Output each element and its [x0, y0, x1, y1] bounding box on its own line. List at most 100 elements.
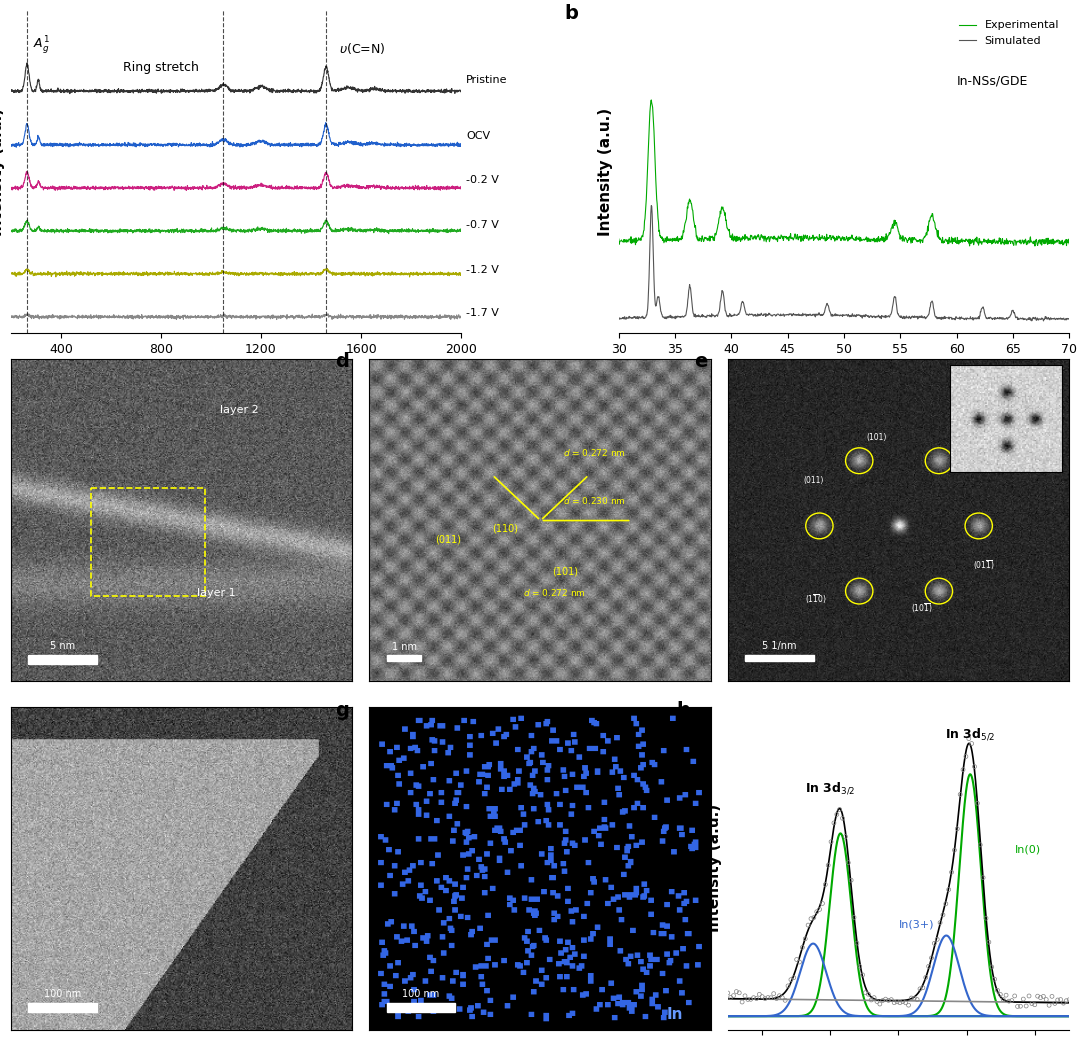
Point	[1057, 992, 1075, 1009]
Point	[934, 907, 951, 924]
Point	[754, 988, 771, 1005]
Point	[868, 993, 886, 1010]
Point	[1017, 997, 1035, 1014]
Point	[1047, 995, 1064, 1012]
Text: Ring stretch: Ring stretch	[123, 60, 199, 74]
Point	[739, 991, 756, 1008]
Text: In-NSs/GDE: In-NSs/GDE	[957, 74, 1028, 87]
Point	[957, 748, 974, 764]
Text: (110): (110)	[972, 442, 993, 450]
Point	[1049, 992, 1066, 1009]
Y-axis label: Intensity (a.u.): Intensity (a.u.)	[598, 107, 613, 236]
Text: $d$ = 0.230 nm: $d$ = 0.230 nm	[564, 495, 626, 506]
Text: layer 2: layer 2	[219, 405, 258, 415]
Experimental	[972, 239, 985, 252]
Text: -1.7 V: -1.7 V	[467, 309, 499, 318]
Experimental	[964, 233, 977, 245]
Simulated	[922, 308, 935, 320]
Point	[848, 935, 865, 952]
Simulated	[659, 312, 672, 324]
Line: Simulated: Simulated	[619, 206, 1069, 321]
Point	[981, 934, 998, 951]
Text: (01$\overline{1}$): (01$\overline{1}$)	[973, 558, 996, 572]
Point	[751, 986, 768, 1003]
X-axis label: Raman shift (cm⁻¹): Raman shift (cm⁻¹)	[156, 361, 318, 376]
Point	[917, 969, 934, 986]
Point	[943, 864, 960, 881]
Point	[808, 904, 825, 920]
Simulated	[811, 309, 824, 321]
Point	[894, 993, 912, 1010]
Point	[983, 959, 1000, 976]
Point	[756, 990, 773, 1007]
Point	[966, 758, 983, 775]
Point	[820, 857, 837, 874]
Point	[856, 984, 874, 1000]
Point	[1007, 988, 1024, 1005]
Point	[937, 895, 955, 912]
Point	[1038, 991, 1055, 1008]
Point	[969, 795, 986, 811]
Text: In(3+): In(3+)	[899, 919, 934, 930]
Point	[891, 994, 908, 1011]
Point	[920, 958, 937, 974]
Point	[986, 970, 1003, 987]
Point	[863, 991, 880, 1008]
Bar	[387, 655, 421, 661]
Point	[828, 806, 846, 823]
Text: 100 nm: 100 nm	[44, 989, 81, 999]
Point	[788, 952, 806, 968]
Experimental	[659, 232, 672, 244]
Simulated	[612, 312, 625, 324]
Text: OCV: OCV	[467, 131, 490, 141]
Point	[723, 989, 740, 1006]
Text: (101): (101)	[552, 567, 578, 576]
Point	[897, 994, 915, 1011]
Point	[946, 841, 963, 858]
Point	[834, 810, 851, 827]
Point	[765, 985, 782, 1002]
Text: -0.2 V: -0.2 V	[467, 176, 499, 185]
Point	[906, 990, 923, 1007]
Point	[1043, 988, 1061, 1005]
Point	[1009, 998, 1026, 1015]
Text: (110): (110)	[491, 523, 517, 534]
Point	[963, 735, 981, 752]
Point	[768, 990, 785, 1007]
Point	[837, 828, 854, 844]
Point	[762, 989, 780, 1006]
Text: (10$\overline{1}$): (10$\overline{1}$)	[910, 601, 933, 615]
Point	[865, 989, 882, 1006]
Point	[1003, 992, 1021, 1009]
Point	[814, 895, 832, 912]
Point	[806, 909, 823, 926]
Text: d: d	[335, 353, 349, 371]
Point	[842, 872, 860, 888]
Simulated	[645, 200, 658, 212]
Point	[1023, 995, 1040, 1012]
Point	[773, 989, 791, 1006]
Point	[931, 914, 948, 931]
Point	[811, 901, 828, 917]
Text: h: h	[676, 701, 690, 720]
Point	[889, 993, 906, 1010]
Point	[785, 969, 802, 986]
Point	[1061, 991, 1078, 1008]
Point	[777, 992, 794, 1009]
Point	[747, 990, 765, 1007]
Text: In 3d$_{5/2}$: In 3d$_{5/2}$	[945, 726, 996, 742]
Point	[780, 978, 797, 994]
Y-axis label: Intensity (a.u.): Intensity (a.u.)	[0, 107, 5, 236]
Text: Pristine: Pristine	[467, 75, 508, 85]
Point	[1014, 991, 1031, 1008]
Point	[1040, 997, 1057, 1014]
Point	[1052, 991, 1069, 1008]
Point	[816, 877, 834, 893]
Point	[989, 982, 1007, 998]
Experimental	[645, 94, 658, 106]
Point	[728, 983, 745, 999]
Point	[926, 935, 943, 952]
Point	[929, 931, 946, 947]
Text: (011): (011)	[435, 534, 461, 544]
Text: 100 nm: 100 nm	[403, 989, 440, 999]
